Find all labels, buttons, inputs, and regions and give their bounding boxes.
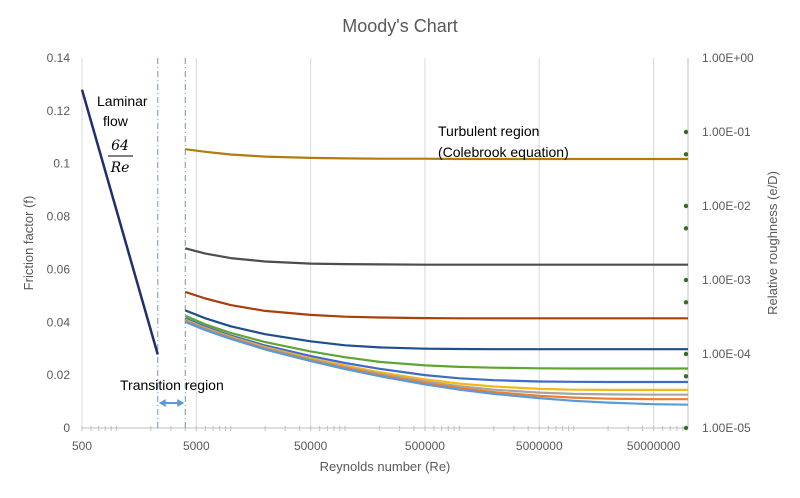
y2-axis-title: Relative roughness (e/D): [765, 171, 780, 315]
x-tick-label: 5000: [183, 439, 210, 453]
turbulent-series-line: [184, 290, 688, 320]
turbulent-series-line: [184, 247, 688, 266]
roughness-marker: [683, 203, 689, 209]
grid-lines: [81, 58, 689, 431]
y2-tick-label: 1.00E-03: [702, 273, 751, 287]
roughness-marker: [683, 226, 689, 231]
series-group: [80, 89, 689, 431]
turbulent-series-line: [184, 309, 688, 351]
y2-tick-label: 1.00E+00: [702, 51, 754, 65]
y-tick-label: 0.08: [47, 210, 71, 224]
y2-tick-label: 1.00E-01: [702, 125, 751, 139]
annotations: Laminar flow 64 Re Turbulent region (Colebroo…: [97, 93, 569, 407]
x-tick-label: 5000000: [516, 439, 563, 453]
tick-labels: 500 5000 50000 500000 5000000 50000000 0 0.02 0.…: [47, 51, 754, 453]
transition-label: Transition region: [120, 377, 224, 393]
y-tick-label: 0.06: [47, 262, 71, 276]
turbulent-series-line: [185, 148, 688, 161]
roughness-marker: [683, 277, 689, 283]
laminar-formula-denominator: Re: [110, 160, 130, 176]
transition-arrowhead-right: [177, 399, 185, 407]
x-tick-label: 50000000: [627, 439, 681, 453]
y-tick-label: 0.1: [53, 157, 70, 171]
turbulent-series-line: [184, 320, 689, 406]
turbulent-series-line: [184, 314, 688, 370]
turbulent-label: Turbulent region: [438, 123, 539, 139]
x-tick-label: 500: [72, 439, 92, 453]
turbulent-series-line: [184, 319, 688, 396]
laminar-line: [80, 89, 159, 355]
turbulent-series-line: [184, 317, 688, 384]
x-axis-title: Reynolds number (Re): [320, 459, 451, 474]
roughness-marker: [683, 152, 689, 157]
y-tick-label: 0.14: [47, 51, 71, 65]
y-tick-label: 0.02: [47, 368, 71, 382]
laminar-label: flow: [103, 113, 129, 129]
roughness-marker: [683, 300, 689, 305]
y-tick-label: 0.04: [47, 315, 71, 329]
x-tick-label: 500000: [405, 439, 445, 453]
laminar-formula-numerator: 64: [111, 138, 129, 154]
roughness-marker: [683, 351, 689, 357]
roughness-marker: [683, 129, 689, 135]
x-tick-label: 50000: [294, 439, 328, 453]
transition-arrowhead-left: [158, 399, 166, 407]
turbulent-series-line: [184, 318, 688, 391]
y2-tick-label: 1.00E-05: [702, 421, 751, 435]
y2-tick-label: 1.00E-02: [702, 199, 751, 213]
roughness-marker: [683, 425, 689, 431]
y-tick-label: 0.12: [47, 104, 71, 118]
y2-tick-label: 1.00E-04: [702, 347, 751, 361]
y-axis-title: Friction factor (f): [21, 196, 36, 291]
y-tick-label: 0: [63, 421, 70, 435]
turbulent-label: (Colebrook equation): [438, 144, 569, 160]
laminar-label: Laminar: [97, 93, 148, 109]
chart-title: Moody's Chart: [342, 16, 457, 36]
roughness-marker: [683, 374, 689, 379]
